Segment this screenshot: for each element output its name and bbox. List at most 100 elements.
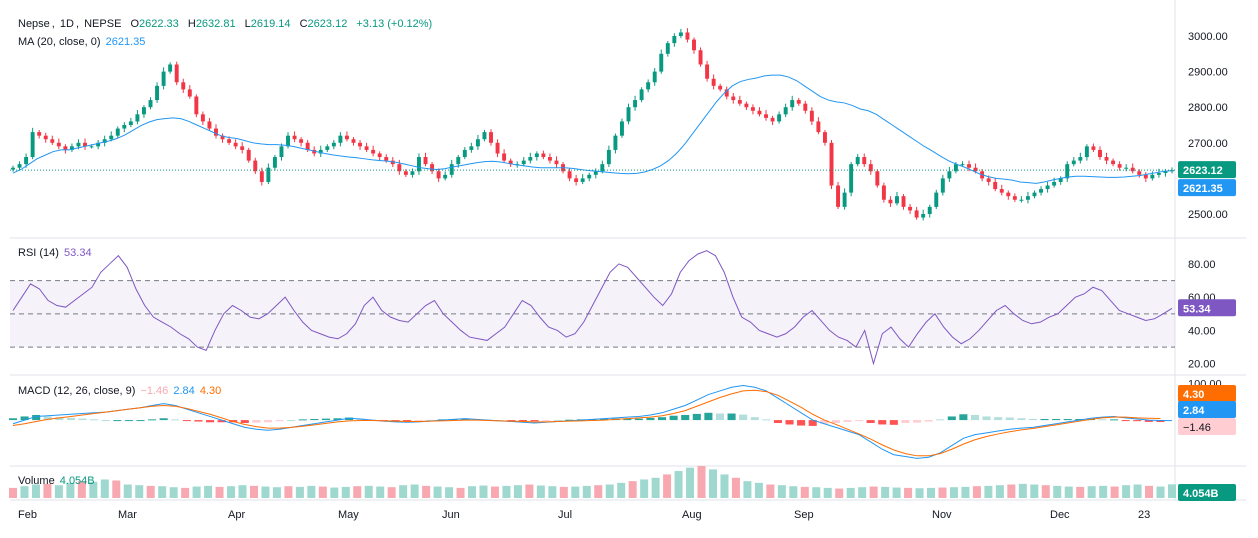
candle-body <box>967 164 971 168</box>
volume-bar <box>89 481 98 498</box>
candle-body <box>430 164 435 172</box>
candle-body <box>986 178 991 182</box>
volume-bar <box>376 486 385 498</box>
macd-histogram-bar <box>1052 418 1061 421</box>
candle-body <box>1091 146 1096 150</box>
candle-body <box>960 164 965 166</box>
candle-body <box>1111 160 1116 165</box>
macd-histogram-bar <box>681 414 690 421</box>
macd-histogram-bar <box>55 417 64 421</box>
open-label: O <box>130 18 140 30</box>
candle-body <box>410 171 415 175</box>
volume-bar <box>915 488 924 498</box>
volume-bar <box>731 477 740 498</box>
candle-body <box>1143 174 1148 179</box>
macd-histogram-bar <box>171 419 180 421</box>
candle-body <box>757 110 762 115</box>
macd-signal-value: 4.30 <box>199 385 222 397</box>
price-tick-label: 3000.00 <box>1188 31 1228 43</box>
candle-body <box>953 164 958 172</box>
macd-histogram-bar <box>565 419 574 421</box>
rsi-legend[interactable]: RSI (14) 53.34 <box>18 247 94 259</box>
volume-bar <box>330 487 339 498</box>
macd-histogram-bar <box>739 414 748 421</box>
volume-bar <box>525 484 534 498</box>
candle-body <box>272 157 277 168</box>
volume-bar <box>812 487 821 498</box>
candle-body <box>1052 181 1057 186</box>
macd-histogram-bar <box>414 420 423 422</box>
candle-body <box>89 146 94 148</box>
volume-bar <box>571 486 580 498</box>
macd-legend[interactable]: MACD (12, 26, close, 9) −1.46 2.84 4.30 <box>18 385 223 397</box>
ma-legend[interactable]: MA (20, close, 0) 2621.35 <box>18 36 147 48</box>
time-tick-label: Feb <box>18 509 37 521</box>
volume-bar <box>158 486 167 498</box>
macd-line-badge-bg <box>1178 401 1236 418</box>
candle-body <box>1025 196 1030 200</box>
macd-histogram-bar <box>1110 419 1119 421</box>
candle-body <box>423 157 428 165</box>
candle-body <box>921 213 926 218</box>
macd-title: MACD (12, 26, close, 9) <box>18 385 136 397</box>
macd-histogram-bar <box>148 419 157 421</box>
symbol-legend: Nepse, 1D, NEPSE O2622.33 H2632.81 L2619… <box>18 18 433 30</box>
macd-histogram-bar <box>1121 420 1130 422</box>
macd-histogram-bar <box>553 420 562 422</box>
volume-bar <box>364 485 373 498</box>
macd-histogram-bar <box>994 417 1003 421</box>
macd-histogram-bar <box>66 417 75 421</box>
candle-body <box>214 128 218 136</box>
volume-bar <box>1076 486 1085 498</box>
macd-hist-badge-bg <box>1178 418 1236 435</box>
candle-body <box>50 139 55 143</box>
candle-body <box>652 71 657 83</box>
macd-histogram-bar <box>426 420 435 422</box>
macd-histogram-bar <box>217 420 226 423</box>
macd-histogram-bar <box>623 418 632 421</box>
macd-histogram-bar <box>43 416 52 421</box>
rsi-tick-label: 80.00 <box>1188 259 1216 271</box>
symbol-interval: 1D <box>59 18 74 30</box>
volume-bar <box>858 487 867 498</box>
candle-body <box>30 132 35 158</box>
candle-body <box>181 82 186 90</box>
macd-histogram-bar <box>947 416 956 421</box>
symbol-name: Nepse <box>18 18 50 30</box>
candle-body <box>993 181 998 190</box>
volume-bar <box>938 487 947 498</box>
macd-histogram-bar <box>194 420 203 422</box>
candle-body <box>724 89 729 97</box>
volume-bar <box>1110 486 1119 498</box>
candle-body <box>554 160 559 165</box>
volume-bar <box>720 474 729 498</box>
candle-body <box>1156 173 1161 175</box>
volume-bar <box>112 480 121 498</box>
candle-body <box>587 174 592 179</box>
candle-body <box>371 149 376 154</box>
volume-bar <box>995 485 1004 498</box>
macd-hist-badge: −1.46 <box>1183 422 1211 434</box>
price-tick-label: 2500.00 <box>1188 209 1228 221</box>
macd-histogram-bar <box>8 418 18 421</box>
low-label: L <box>244 18 251 30</box>
candle-body <box>574 178 579 182</box>
volume-bar <box>674 471 683 498</box>
candle-body <box>253 160 258 172</box>
volume-bar <box>66 482 75 498</box>
volume-bar <box>410 484 419 498</box>
candle-body <box>246 149 251 161</box>
volume-value: 4.054B <box>59 475 95 487</box>
candle-body <box>541 153 546 158</box>
ma-title: MA (20, close, 0) <box>18 36 101 48</box>
candle-body <box>351 139 356 143</box>
candle-body <box>927 206 932 214</box>
volume-legend[interactable]: Volume 4.054B <box>18 475 97 487</box>
volume-bar <box>754 482 763 498</box>
macd-histogram-bar <box>1040 418 1049 421</box>
candle-body <box>462 149 467 158</box>
volume-bar <box>617 482 626 498</box>
volume-bar <box>766 484 775 498</box>
candle-body <box>999 189 1004 193</box>
